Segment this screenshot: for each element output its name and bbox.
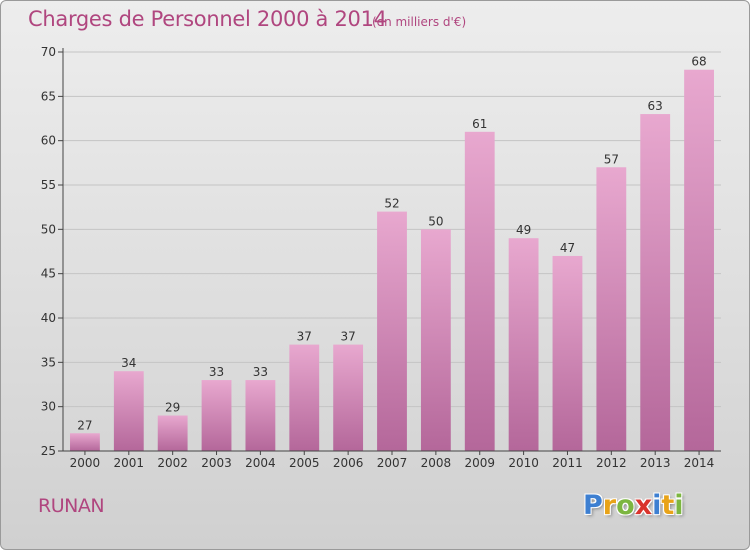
proxiti-logo: Proxiti	[583, 490, 684, 521]
data-label: 33	[253, 365, 268, 379]
logo-letter: t	[661, 490, 675, 521]
x-tick-label: 2008	[421, 456, 452, 470]
data-label: 33	[209, 365, 224, 379]
bar	[552, 255, 583, 451]
x-tick-label: 2002	[157, 456, 188, 470]
data-labels: 27 34 29 33 33 37 37 52 50 61 49 47 57 63 68	[77, 55, 706, 433]
data-label: 63	[648, 99, 663, 113]
data-label: 27	[77, 418, 92, 432]
bar	[377, 211, 407, 451]
location-name: RUNAN	[38, 495, 105, 517]
y-tick-label: 55	[41, 178, 56, 192]
bar	[508, 238, 539, 451]
bar	[201, 380, 232, 451]
y-tick-label: 60	[41, 134, 56, 148]
bar	[70, 433, 100, 451]
data-label: 57	[604, 152, 619, 166]
bar	[333, 344, 364, 451]
logo-letter: P	[583, 490, 603, 521]
bar	[420, 229, 451, 451]
x-tick-label: 2005	[289, 456, 320, 470]
chart-subtitle: (en milliers d'€)	[372, 15, 467, 29]
y-tick-label: 40	[41, 311, 56, 325]
y-tick-label: 70	[41, 45, 56, 59]
chart-title: Charges de Personnel 2000 à 2014	[28, 7, 387, 31]
logo-letter: i	[674, 490, 684, 521]
x-tick-label: 2012	[596, 456, 627, 470]
y-tick-label: 35	[41, 355, 56, 369]
data-label: 49	[516, 223, 531, 237]
bar	[113, 371, 144, 451]
x-tick-label: 2006	[333, 456, 364, 470]
y-tick-label: 30	[41, 400, 56, 414]
bar	[289, 344, 320, 451]
logo-letter: r	[602, 490, 617, 521]
bar	[464, 131, 495, 452]
x-tick-label: 2004	[245, 456, 276, 470]
x-tick-label: 2013	[640, 456, 671, 470]
logo-letter: x	[634, 490, 653, 521]
x-tick-label: 2000	[70, 456, 101, 470]
axes: 25 30 35 40 45 50 55 60 65 70 2000 2001 2002 2003 2004…	[41, 45, 721, 470]
x-tick-label: 2003	[201, 456, 232, 470]
bar	[596, 167, 627, 451]
x-tick-label: 2007	[377, 456, 408, 470]
y-tick-label: 25	[41, 444, 56, 458]
data-label: 29	[165, 401, 180, 415]
x-tick-label: 2014	[684, 456, 715, 470]
y-tick-label: 65	[41, 89, 56, 103]
data-label: 37	[340, 330, 355, 344]
data-label: 52	[384, 197, 399, 211]
y-tick-label: 50	[41, 222, 56, 236]
y-tick-label: 45	[41, 267, 56, 281]
data-label: 34	[121, 356, 136, 370]
bar	[640, 114, 671, 452]
bar	[684, 69, 714, 451]
data-label: 47	[560, 241, 575, 255]
bar	[157, 415, 188, 451]
bars	[70, 69, 714, 452]
data-label: 61	[472, 117, 487, 131]
x-tick-label: 2001	[114, 456, 145, 470]
x-tick-label: 2009	[464, 456, 495, 470]
x-tick-label: 2010	[508, 456, 539, 470]
data-label: 68	[691, 55, 706, 69]
data-label: 50	[428, 214, 443, 228]
data-label: 37	[297, 330, 312, 344]
logo-letter: i	[652, 490, 662, 521]
x-tick-label: 2011	[552, 456, 583, 470]
bar	[245, 380, 276, 451]
logo-letter: o	[616, 490, 635, 521]
